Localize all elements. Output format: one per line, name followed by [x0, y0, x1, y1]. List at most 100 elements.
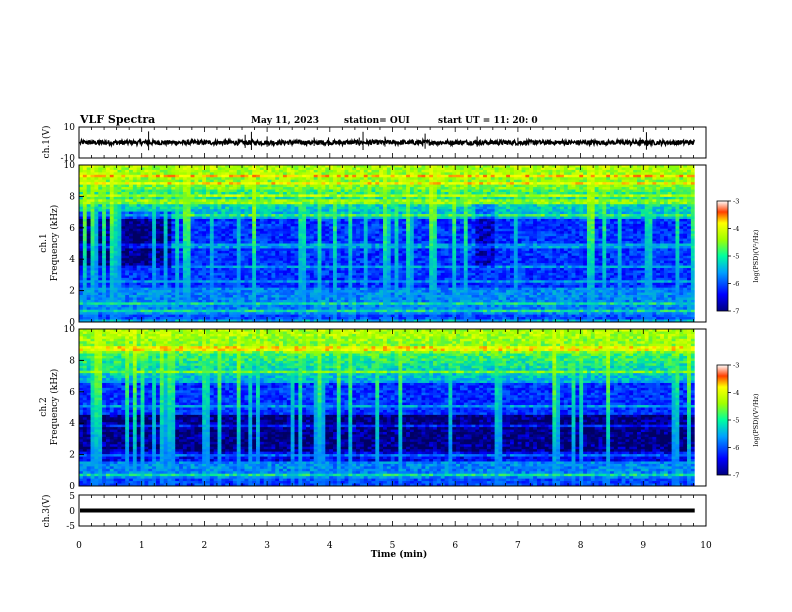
- ch1-spectrogram-cell: [102, 199, 106, 202]
- ch1-spectrogram-cell: [98, 199, 102, 202]
- ch1-spectrogram-cell: [441, 170, 445, 173]
- ch1-spectrogram-cell: [629, 194, 633, 197]
- ch1-spectrogram-cell: [191, 197, 195, 200]
- ch1-spectrogram-cell: [302, 202, 306, 205]
- ch1-spectrogram-cell: [279, 197, 283, 200]
- ch1-spectrogram-cell: [179, 192, 183, 195]
- ch1-spectrogram-cell: [287, 194, 291, 197]
- ch1-spectrogram-cell: [645, 175, 649, 178]
- ch1-spectrogram-cell: [121, 199, 125, 202]
- ch1-spectrogram-cell: [164, 197, 168, 200]
- ch1-spectrogram-cell: [395, 182, 399, 185]
- ch1-spectrogram-cell: [121, 170, 125, 173]
- ch1-spectrogram-cell: [637, 175, 641, 178]
- ch1-spectrogram-cell: [599, 194, 603, 197]
- ch1-spectrogram-cell: [583, 194, 587, 197]
- ch1-spectrogram-cell: [360, 175, 364, 178]
- ch1-spectrogram-cell: [148, 202, 152, 205]
- ch1-spectrogram-cell: [664, 194, 668, 197]
- ch1-spectrogram-cell: [337, 167, 341, 170]
- ch1-spectrogram-cell: [525, 187, 529, 190]
- ch1-spectrogram-cell: [568, 175, 572, 178]
- ch1-spectrogram-cell: [364, 192, 368, 195]
- ch1-spectrogram-cell: [445, 202, 449, 205]
- ch1-spectrogram-cell: [429, 192, 433, 195]
- ch1-spectrogram-cell: [495, 177, 499, 180]
- ch1-spectrogram-cell: [579, 194, 583, 197]
- date-label: May 11, 2023: [251, 116, 319, 126]
- ch1-spectrogram-cell: [575, 185, 579, 188]
- ch1-spectrogram-cell: [541, 175, 545, 178]
- ch1-spectrogram-cell: [560, 187, 564, 190]
- ch1-spectrogram-cell: [533, 167, 537, 170]
- ch1-spectrogram-cell: [133, 187, 137, 190]
- ch1-spectrogram-cell: [260, 202, 264, 205]
- ch1-spectrogram-cell: [271, 180, 275, 183]
- ch1-spectrogram-cell: [564, 202, 568, 205]
- ch1-spectrogram-cell: [83, 170, 87, 173]
- ch1-spectrogram-cell: [94, 180, 98, 183]
- ch1-spectrogram-cell: [337, 192, 341, 195]
- ch1-spectrogram-cell: [414, 197, 418, 200]
- ch1-spectrogram-cell: [564, 167, 568, 170]
- ch1-spectrogram-cell: [637, 192, 641, 195]
- ch1-spectrogram-cell: [687, 177, 691, 180]
- ch1-spectrogram-cell: [406, 192, 410, 195]
- ch1-spectrogram-cell: [452, 190, 456, 193]
- ch1-spectrogram-cell: [106, 194, 110, 197]
- ch1-spectrogram-cell: [495, 192, 499, 195]
- ch1-spectrogram-cell: [533, 170, 537, 173]
- ch1-spectrogram-cell: [191, 190, 195, 193]
- ch1-spectrogram-cell: [387, 180, 391, 183]
- ch1-spectrogram-cell: [625, 190, 629, 193]
- ch1-spectrogram-cell: [325, 199, 329, 202]
- ch1-spectrogram-cell: [664, 197, 668, 200]
- ch1-spectrogram-cell: [345, 182, 349, 185]
- ch1-spectrogram-cell: [202, 199, 206, 202]
- ch1-spectrogram-cell: [379, 177, 383, 180]
- ch1-spectrogram-cell: [333, 192, 337, 195]
- ch1-spectrogram-cell: [125, 187, 129, 190]
- ch1-spectrogram-cell: [79, 199, 83, 202]
- ch1-spectrogram-cell: [618, 172, 622, 175]
- ch1-spectrogram-cell: [183, 170, 187, 173]
- ch1-spectrogram-cell: [329, 194, 333, 197]
- ch1-spectrogram-cell: [283, 182, 287, 185]
- ch1-spectrogram-cell: [437, 177, 441, 180]
- ch1-spectrogram-cell: [356, 182, 360, 185]
- ch1-spectrogram-cell: [79, 182, 83, 185]
- ch1-spectrogram-cell: [652, 182, 656, 185]
- ch1-spectrogram-cell: [271, 177, 275, 180]
- ch1-spectrogram-cell: [260, 197, 264, 200]
- ch1-spectrogram-cell: [395, 175, 399, 178]
- ch1-spectrogram-cell: [618, 185, 622, 188]
- ch1-spectrogram-cell: [144, 187, 148, 190]
- ch1-spectrogram-cell: [321, 187, 325, 190]
- ch1-spectrogram-cell: [568, 197, 572, 200]
- ch1-spectrogram-cell: [398, 197, 402, 200]
- ch1-spectrogram-cell: [483, 167, 487, 170]
- ch1-spectrogram-cell: [668, 194, 672, 197]
- ch1-spectrogram-cell: [295, 170, 299, 173]
- ch1-spectrogram-cell: [498, 190, 502, 193]
- ch1-spectrogram-cell: [168, 194, 172, 197]
- ch1-spectrogram-cell: [241, 177, 245, 180]
- ch1-spectrogram-cell: [283, 192, 287, 195]
- ch1-spectrogram-cell: [244, 177, 248, 180]
- ch1-spectrogram-cell: [537, 199, 541, 202]
- ch1-spectrogram-cell: [121, 180, 125, 183]
- ch1-spectrogram-cell: [325, 197, 329, 200]
- ch1-spectrogram-cell: [102, 185, 106, 188]
- ch1-spectrogram-cell: [533, 182, 537, 185]
- ch1-spectrogram-cell: [645, 197, 649, 200]
- ch1-spectrogram-cell: [133, 185, 137, 188]
- ch1-spectrogram-cell: [295, 202, 299, 205]
- ch1-spectrogram-cell: [221, 172, 225, 175]
- ch1-spectrogram-cell: [568, 187, 572, 190]
- ch1-spectrogram-cell: [514, 197, 518, 200]
- ch1-spectrogram-cell: [318, 175, 322, 178]
- ch1-spectrogram-cell: [291, 197, 295, 200]
- ch1-spectrogram-cell: [318, 197, 322, 200]
- ch1-spectrogram-cell: [583, 192, 587, 195]
- ch1-spectrogram-cell: [129, 192, 133, 195]
